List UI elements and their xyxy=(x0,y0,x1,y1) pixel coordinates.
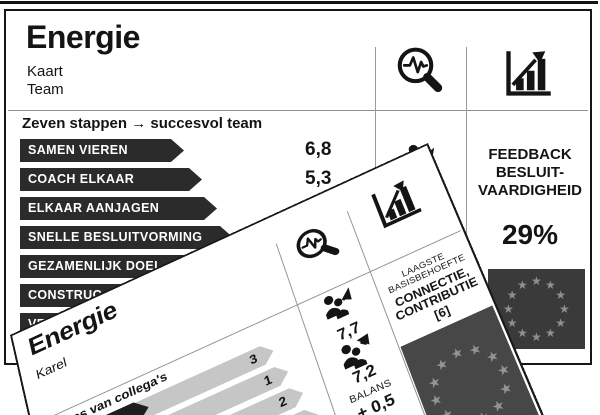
flag-star: ★ xyxy=(475,409,492,415)
seven-steps-label: Zeven stappen → succesvol team xyxy=(22,115,262,132)
header-divider xyxy=(8,110,588,111)
flag-star: ★ xyxy=(559,303,570,315)
feedback-line1: FEEDBACK xyxy=(466,146,594,164)
step-arrow: ELKAAR AANJAGEN xyxy=(20,197,217,220)
flag-star: ★ xyxy=(495,362,512,379)
back-card-subtitle: Kaart Team xyxy=(27,63,64,99)
feedback-line3: VAARDIGHEID xyxy=(466,182,594,200)
flag-star: ★ xyxy=(428,392,444,409)
back-card-title: Energie xyxy=(26,19,140,56)
chart-growth-icon xyxy=(502,48,554,100)
flag-star: ★ xyxy=(517,327,528,339)
flag-star: ★ xyxy=(439,406,456,415)
flag-star: ★ xyxy=(507,317,518,329)
magnifier-pulse-icon xyxy=(288,217,346,276)
flag-star: ★ xyxy=(426,374,442,391)
step-score: 6,8 xyxy=(305,139,331,161)
flag-star: ★ xyxy=(545,279,556,291)
flag-star: ★ xyxy=(507,289,518,301)
step-arrow: SNELLE BESLUITVORMING xyxy=(20,226,233,249)
page-top-border xyxy=(0,1,598,4)
flag-star: ★ xyxy=(531,331,542,343)
flag-star: ★ xyxy=(467,342,483,359)
subtitle-team: Team xyxy=(27,81,64,99)
flag-star: ★ xyxy=(555,317,566,329)
scanned-cards-page: Energie Kaart Team xyxy=(0,0,600,415)
flag-star: ★ xyxy=(555,289,566,301)
magnifier-pulse-icon xyxy=(393,44,447,98)
flag-star: ★ xyxy=(449,345,465,362)
feedback-percentage: 29% xyxy=(466,219,594,251)
flag-star: ★ xyxy=(517,279,528,291)
step-arrow: COACH ELKAAR xyxy=(20,168,202,191)
step-arrow: SAMEN VIEREN xyxy=(20,139,184,162)
feedback-line2: BESLUIT- xyxy=(466,164,594,182)
flag-star: ★ xyxy=(503,303,514,315)
flag-star: ★ xyxy=(497,380,514,397)
flag-star: ★ xyxy=(490,397,507,414)
flag-star: ★ xyxy=(545,327,556,339)
chart-growth-icon xyxy=(367,175,426,234)
flag-star: ★ xyxy=(434,357,450,374)
feedback-title: FEEDBACK BESLUIT- VAARDIGHEID xyxy=(466,146,594,200)
flag-star: ★ xyxy=(531,275,542,287)
step-score: 5,3 xyxy=(305,168,331,190)
subtitle-kaart: Kaart xyxy=(27,63,64,81)
